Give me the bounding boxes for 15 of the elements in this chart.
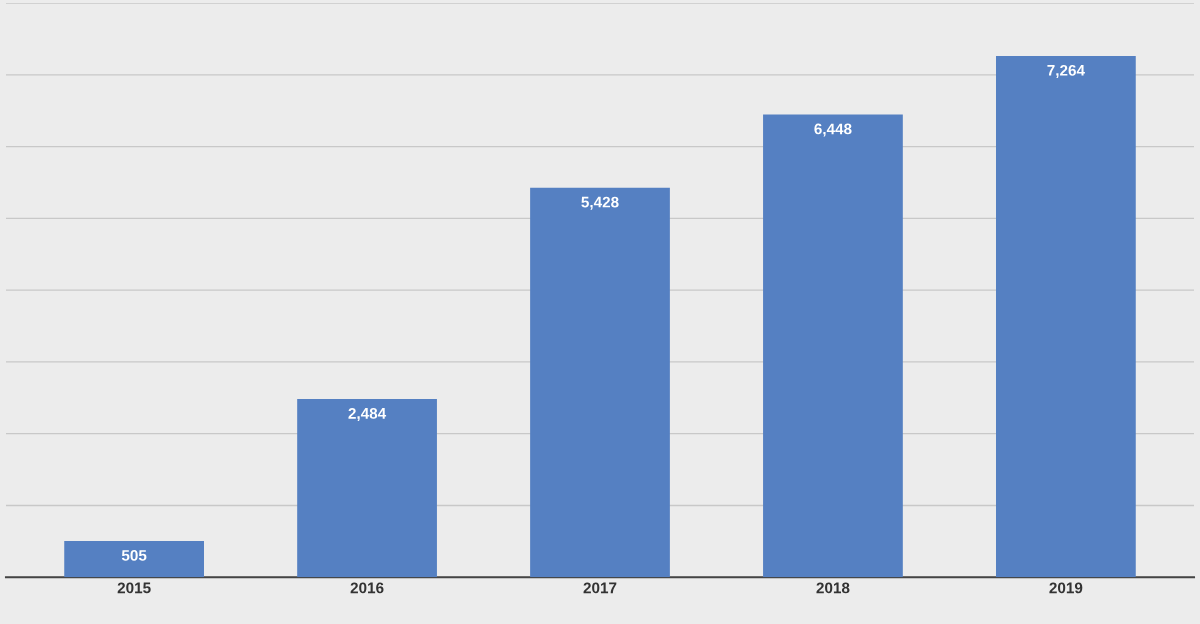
data-label: 5,428 xyxy=(581,196,619,210)
bar xyxy=(64,540,204,578)
bar xyxy=(297,398,437,578)
data-label: 7,264 xyxy=(1047,64,1085,78)
x-tick-label: 2016 xyxy=(350,582,384,594)
x-tick-label: 2015 xyxy=(117,582,151,594)
bar xyxy=(530,187,670,578)
x-tick-label: 2018 xyxy=(816,582,850,594)
data-label: 2,484 xyxy=(348,407,387,421)
x-tick-label: 2017 xyxy=(583,582,617,594)
data-label: 505 xyxy=(121,549,147,561)
x-tick-label: 2019 xyxy=(1049,582,1083,594)
bar xyxy=(996,55,1136,578)
bar xyxy=(763,114,903,578)
data-label: 6,448 xyxy=(814,123,852,137)
